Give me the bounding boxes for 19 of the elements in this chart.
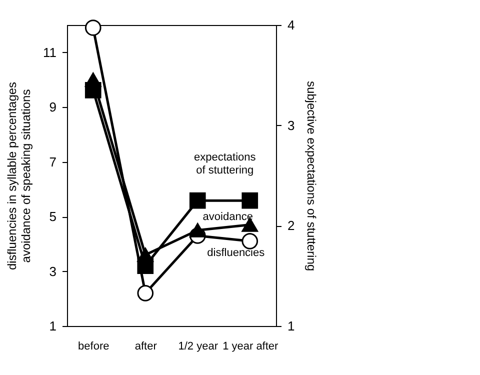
x-tick-label: before	[78, 340, 110, 352]
y2-tick-label: 3	[288, 118, 295, 133]
y2-tick-label: 2	[288, 218, 295, 234]
y2-tick-label: 1	[288, 318, 295, 334]
series-label: avoidance	[202, 210, 253, 223]
y-axis-title: disfluencies in syllable percentages avoidance of speaking situations	[5, 82, 34, 270]
x-tick-label: after	[134, 340, 158, 352]
y-tick-label: 3	[49, 264, 56, 279]
y-tick-label: 1	[49, 318, 56, 334]
x-tick-label: 1/2 year	[178, 340, 218, 352]
y-tick-label: 5	[49, 209, 56, 224]
series-label: expectations of stuttering	[194, 152, 256, 177]
y-tick-label: 9	[49, 100, 56, 115]
y2-axis-title: subjective expectations of stuttering	[304, 80, 319, 272]
series-label: disfluencies	[207, 247, 266, 260]
y-tick-label: 11	[43, 44, 56, 60]
y-tick-label: 7	[49, 154, 56, 170]
x-tick-label: 1 year after	[222, 340, 279, 352]
y2-tick-label: 4	[288, 18, 295, 32]
